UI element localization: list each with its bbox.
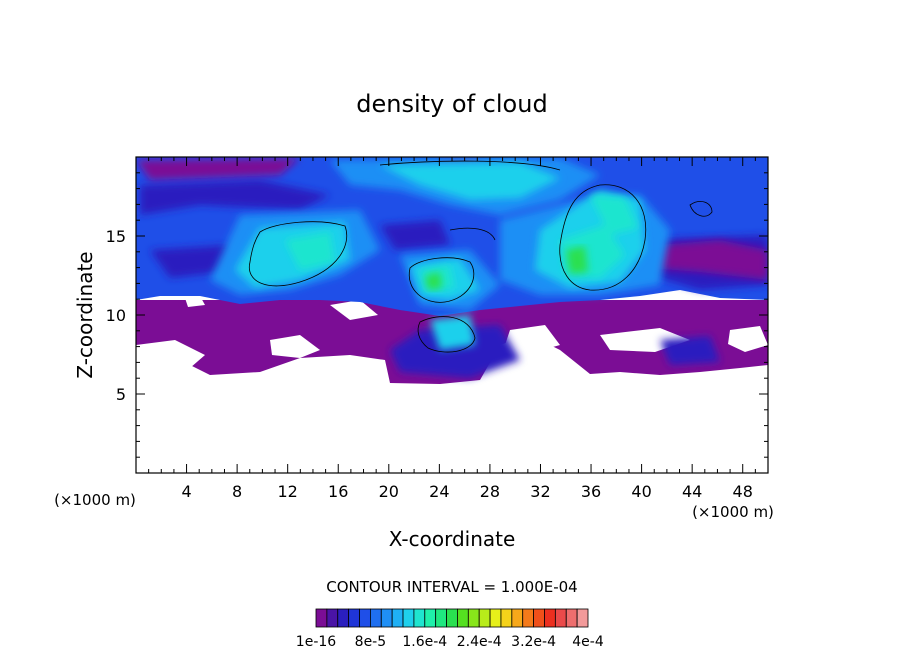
cloud-green-cores [425,246,588,290]
x-tick-label: 40 [631,482,651,501]
cloud-navy-regions [140,180,768,378]
colorbar-labels: 1e-16 8e-5 1.6e-4 2.4e-4 3.2e-4 4e-4 [296,634,604,650]
x-axis-title: X-coordinate [389,527,516,551]
x-tick-label: 32 [530,482,550,501]
x-tick-label: 4 [181,482,191,501]
colorbar-swatch [446,608,458,628]
colorbar-swatch [359,608,371,628]
x-tick-label: 20 [379,482,399,501]
colorbar-swatch [402,608,415,628]
colorbar-swatch [478,608,491,628]
colorbar-tick-label: 1e-16 [296,634,336,650]
x-tick-label: 8 [232,482,242,501]
colorbar-swatch [457,608,469,628]
x-tick-label: 36 [581,482,601,501]
colorbar-tick-label: 2.4e-4 [457,634,502,650]
colorbar-swatch [315,608,328,628]
x-unit-label-right: (×1000 m) [692,503,774,521]
x-tick-label: 44 [682,482,702,501]
x-tick-label: 12 [278,482,298,501]
colorbar-swatch [391,608,404,628]
x-tick-label: 28 [480,482,500,501]
colorbar-swatch [511,608,524,628]
colorbar-swatch [500,608,513,628]
y-tick-label: 5 [116,385,126,404]
colorbar-swatch [565,608,578,628]
colorbar-swatch [380,608,393,628]
colorbar-swatch [576,608,589,628]
colorbar-tick-label: 8e-5 [355,634,386,650]
y-tick-label: 10 [106,306,126,325]
cloud-purple-pockets [136,158,768,280]
x-tick-label: 24 [429,482,449,501]
colorbar-swatch [467,608,480,628]
x-axis: 4 8 12 16 20 24 28 32 36 40 44 48 [148,157,756,501]
cloud-gaps [136,296,768,368]
x-tick-label: 48 [733,482,753,501]
colorbar-swatch [413,608,426,628]
density-field [136,157,768,473]
colorbar-swatch [424,608,437,628]
colorbar-swatch [489,608,502,628]
y-axis: 5 10 15 [106,172,768,458]
colorbar [315,608,589,628]
colorbar-swatch [348,608,360,628]
contour-interval-label: CONTOUR INTERVAL = 1.000E-04 [326,578,577,596]
y-axis-title: Z-coordinate [73,251,97,378]
x-unit-label-left: (×1000 m) [54,491,136,509]
colorbar-swatch [554,608,567,628]
colorbar-swatch [544,608,556,628]
colorbar-swatch [533,608,545,628]
x-tick-label: 16 [328,482,348,501]
colorbar-swatch [369,608,382,628]
colorbar-tick-label: 1.6e-4 [402,634,447,650]
colorbar-swatch [435,608,447,628]
y-tick-label: 15 [106,227,126,246]
colorbar-swatch [522,608,534,628]
colorbar-tick-label: 3.2e-4 [511,634,556,650]
colorbar-tick-label: 4e-4 [572,634,604,650]
colorbar-swatch [337,608,350,628]
colorbar-swatch [326,608,339,628]
contour-lines [248,160,713,353]
chart-title: density of cloud [356,90,547,118]
